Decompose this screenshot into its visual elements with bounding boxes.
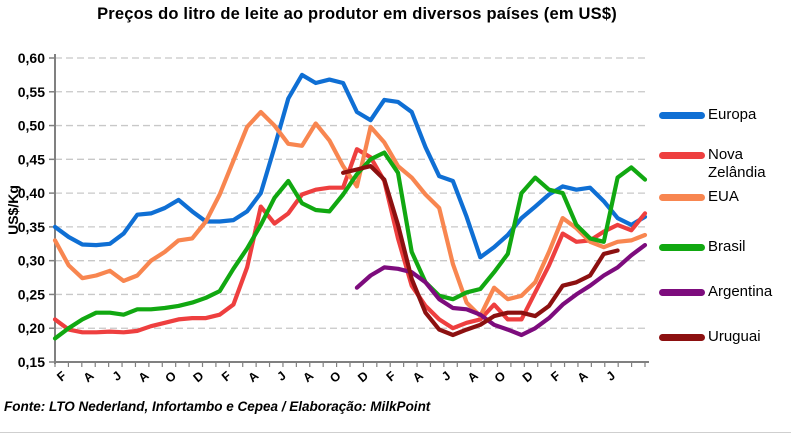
- y-tick-label: 0,45: [18, 151, 45, 167]
- series-line-europa: [52, 72, 648, 260]
- x-tick-label: O: [492, 368, 509, 385]
- y-tick-label: 0,15: [18, 354, 45, 370]
- legend-label-europa: Europa: [708, 106, 757, 123]
- x-tick-label: J: [439, 369, 453, 384]
- legend-item-brasil: Brasil: [659, 238, 746, 256]
- legend-item-eua: EUA: [659, 188, 739, 206]
- legend-label-nova-zelandia: Nova Zelândia: [708, 146, 766, 182]
- legend-item-europa: Europa: [659, 106, 756, 124]
- x-tick-label: J: [604, 369, 618, 384]
- series-line-nova-zelandia: [52, 147, 648, 335]
- legend-item-nova-zelandia: Nova Zelândia: [659, 146, 791, 183]
- x-tick-label: O: [327, 368, 344, 385]
- legend-item-uruguai: Uruguai: [659, 328, 761, 346]
- x-tick-label: J: [274, 369, 288, 384]
- legend-swatch-brasil: [659, 244, 705, 251]
- x-tick-label: D: [520, 369, 536, 386]
- legend-swatch-nova-zelandia: [659, 152, 705, 159]
- series-line-uruguai: [341, 164, 620, 338]
- legend-swatch-eua: [659, 194, 705, 201]
- y-tick-label: 0,25: [18, 286, 45, 302]
- legend-label-argentina: Argentina: [708, 283, 773, 300]
- x-tick-label: O: [163, 368, 180, 385]
- y-tick-label: 0,50: [18, 118, 45, 134]
- x-tick-label: J: [110, 369, 124, 384]
- legend-label-uruguai: Uruguai: [708, 328, 761, 345]
- y-tick-label: 0,40: [18, 185, 45, 201]
- legend-label-brasil: Brasil: [708, 238, 746, 255]
- x-tick-label: A: [575, 369, 591, 386]
- chart-legend: Europa Nova Zelândia EUA Brasil Argentina Uru…: [659, 0, 791, 400]
- legend-swatch-argentina: [659, 289, 705, 296]
- x-tick-label: A: [300, 369, 316, 386]
- x-tick-label: A: [81, 369, 97, 386]
- series-line-argentina: [354, 243, 648, 338]
- y-axis-title: US$/Kg: [5, 185, 21, 235]
- legend-item-argentina: Argentina: [659, 283, 772, 301]
- chart-title: Preços do litro de leite ao produtor em …: [97, 5, 617, 23]
- y-tick-label: 0,35: [18, 219, 45, 235]
- legend-swatch-uruguai: [659, 334, 705, 341]
- x-tick-label: F: [219, 368, 234, 384]
- source-note: Fonte: LTO Nederland, Infortambo e Cepea…: [4, 399, 431, 414]
- x-tick-label: F: [548, 368, 563, 384]
- series-line-brasil: [52, 150, 648, 341]
- x-tick-label: D: [355, 369, 371, 386]
- legend-swatch-europa: [659, 112, 705, 119]
- x-tick-label: F: [54, 368, 69, 384]
- x-tick-label: A: [465, 369, 481, 386]
- y-tick-label: 0,20: [18, 320, 45, 336]
- x-tick-label: D: [191, 369, 207, 386]
- legend-label-eua: EUA: [708, 188, 739, 205]
- y-tick-label: 0,55: [18, 84, 45, 100]
- series-line-eua: [52, 109, 648, 319]
- x-tick-label: A: [245, 369, 261, 386]
- y-tick-label: 0,30: [18, 253, 45, 269]
- y-tick-label: 0,60: [18, 50, 45, 66]
- x-tick-label: F: [384, 368, 399, 384]
- x-tick-label: A: [136, 369, 152, 386]
- x-tick-label: A: [410, 369, 426, 386]
